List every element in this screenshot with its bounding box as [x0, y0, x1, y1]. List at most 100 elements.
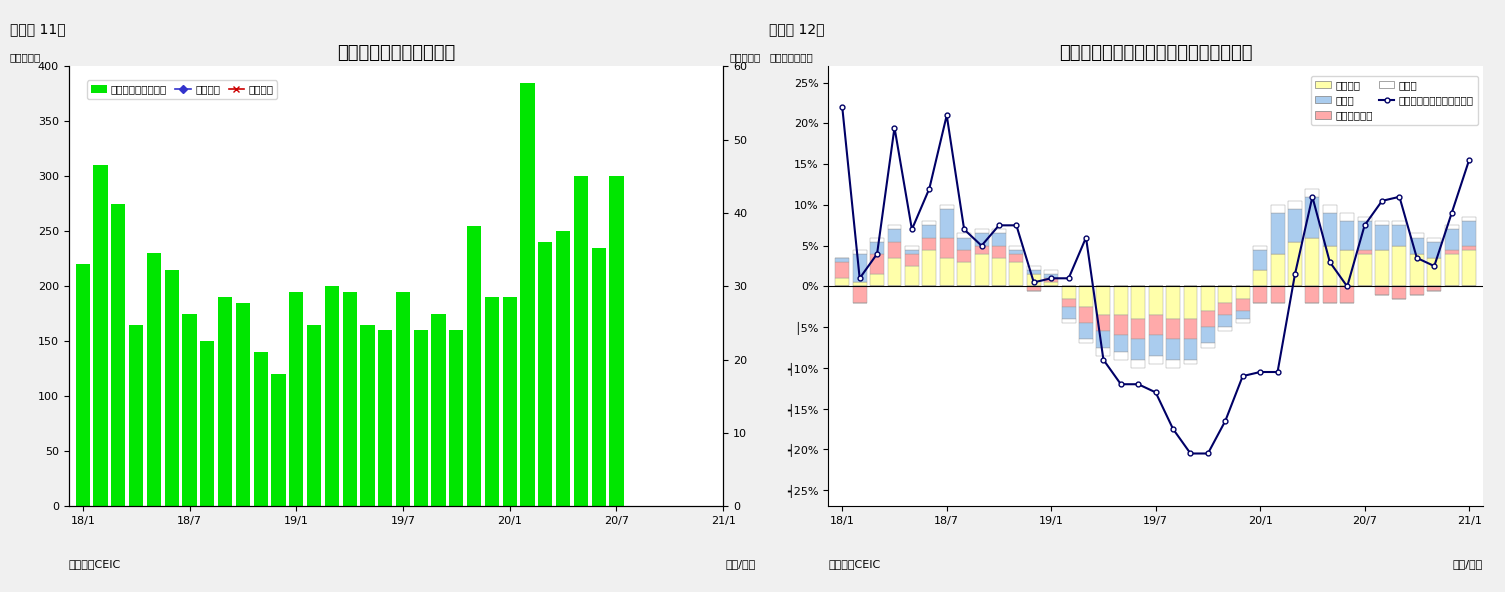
- Bar: [1254, 287, 1267, 303]
- Bar: [1079, 307, 1093, 323]
- Bar: [1010, 246, 1023, 250]
- Bar: [485, 297, 500, 507]
- Bar: [870, 237, 883, 242]
- Bar: [1288, 242, 1302, 287]
- Text: （億ドル）: （億ドル）: [9, 52, 41, 62]
- Bar: [1219, 327, 1233, 332]
- Bar: [253, 352, 268, 507]
- Bar: [1061, 319, 1076, 323]
- Bar: [888, 229, 901, 242]
- Bar: [432, 314, 445, 507]
- Bar: [1079, 323, 1093, 339]
- Bar: [1132, 319, 1145, 339]
- Bar: [343, 292, 357, 507]
- Text: （図表 11）: （図表 11）: [9, 22, 65, 37]
- Bar: [1254, 270, 1267, 287]
- Bar: [1410, 233, 1424, 237]
- Bar: [1061, 299, 1076, 307]
- Bar: [1463, 217, 1476, 221]
- Bar: [1026, 270, 1041, 274]
- Bar: [1148, 287, 1163, 315]
- Bar: [853, 282, 867, 287]
- Bar: [1044, 278, 1058, 282]
- Bar: [923, 250, 936, 287]
- Bar: [1079, 339, 1093, 343]
- Bar: [218, 297, 232, 507]
- Bar: [1236, 287, 1249, 299]
- Bar: [1270, 213, 1284, 254]
- Bar: [1183, 339, 1198, 360]
- Bar: [1219, 315, 1233, 327]
- Legend: 貿易収支（右目盛）, 総輸出額, 総輸入額: 貿易収支（右目盛）, 総輸出額, 総輸入額: [87, 81, 277, 99]
- Bar: [147, 253, 161, 507]
- Bar: [1410, 254, 1424, 287]
- Bar: [1463, 221, 1476, 246]
- Bar: [1410, 237, 1424, 254]
- Bar: [1183, 360, 1198, 364]
- Bar: [905, 254, 920, 266]
- Bar: [1376, 221, 1389, 226]
- Bar: [957, 250, 971, 262]
- Bar: [905, 246, 920, 250]
- Bar: [521, 83, 534, 507]
- Bar: [975, 246, 989, 254]
- Text: （前年同期比）: （前年同期比）: [769, 52, 813, 62]
- Bar: [1445, 226, 1458, 229]
- Bar: [835, 258, 849, 262]
- Title: シンガポール　輸出の伸び率（品目別）: シンガポール 輸出の伸び率（品目別）: [1060, 44, 1252, 62]
- Bar: [888, 258, 901, 287]
- Bar: [853, 254, 867, 282]
- Bar: [164, 270, 179, 507]
- Bar: [573, 176, 588, 507]
- Bar: [1166, 319, 1180, 339]
- Bar: [1026, 274, 1041, 287]
- Bar: [1305, 197, 1320, 237]
- Bar: [992, 258, 1005, 287]
- Bar: [1323, 205, 1336, 213]
- Legend: 電子製品, 医薬品, 石油化学製品, その他, 非石油輸出（再輸出除く）: 電子製品, 医薬品, 石油化学製品, その他, 非石油輸出（再輸出除く）: [1311, 76, 1478, 125]
- Bar: [923, 221, 936, 226]
- Bar: [93, 165, 108, 507]
- Bar: [1044, 270, 1058, 274]
- Bar: [957, 233, 971, 237]
- Bar: [1270, 287, 1284, 303]
- Bar: [905, 250, 920, 254]
- Bar: [992, 246, 1005, 258]
- Bar: [1219, 287, 1233, 303]
- Bar: [1097, 348, 1111, 356]
- Bar: [1358, 221, 1371, 250]
- Bar: [1463, 250, 1476, 287]
- Bar: [1236, 319, 1249, 323]
- Bar: [939, 237, 954, 258]
- Bar: [853, 250, 867, 254]
- Bar: [1270, 205, 1284, 213]
- Bar: [1392, 246, 1406, 287]
- Text: （資料）CEIC: （資料）CEIC: [828, 559, 880, 570]
- Bar: [1201, 287, 1215, 311]
- Bar: [1427, 287, 1442, 291]
- Bar: [1392, 287, 1406, 299]
- Bar: [1445, 254, 1458, 287]
- Bar: [503, 297, 516, 507]
- Bar: [1201, 343, 1215, 348]
- Bar: [1270, 254, 1284, 287]
- Bar: [1044, 274, 1058, 278]
- Bar: [1358, 217, 1371, 221]
- Bar: [307, 325, 321, 507]
- Bar: [1288, 209, 1302, 242]
- Bar: [1114, 352, 1127, 360]
- Bar: [1323, 213, 1336, 246]
- Bar: [1376, 226, 1389, 250]
- Bar: [870, 274, 883, 287]
- Bar: [289, 292, 304, 507]
- Bar: [1254, 250, 1267, 270]
- Bar: [1010, 254, 1023, 262]
- Bar: [835, 262, 849, 278]
- Bar: [1148, 356, 1163, 364]
- Bar: [360, 325, 375, 507]
- Bar: [870, 254, 883, 274]
- Bar: [992, 233, 1005, 246]
- Bar: [1097, 287, 1111, 315]
- Bar: [888, 226, 901, 229]
- Bar: [325, 287, 339, 507]
